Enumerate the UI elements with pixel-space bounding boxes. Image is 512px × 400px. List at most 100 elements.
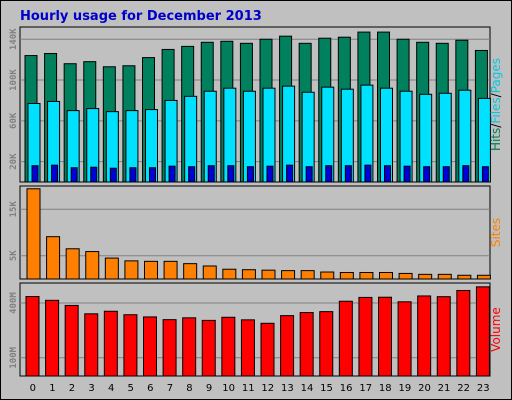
sites-bar: [437, 273, 452, 280]
x-tick-label: 19: [399, 383, 412, 394]
pages-bar: [51, 164, 59, 183]
volume-bar: [338, 300, 353, 377]
pages-bar: [109, 167, 117, 183]
pages-bar: [325, 165, 333, 183]
volume-bar: [378, 296, 392, 377]
y-tick-label: 5K: [9, 250, 19, 261]
x-tick-label: 12: [261, 383, 274, 394]
pages-bar: [207, 165, 215, 183]
x-tick-label: 14: [301, 383, 314, 394]
volume-bar: [123, 314, 138, 377]
x-tick-label: 11: [242, 383, 255, 394]
sites-bar: [379, 271, 393, 280]
sites-bar: [457, 274, 472, 280]
x-tick-label: 6: [147, 383, 153, 394]
y-tick-label: 400M: [9, 292, 19, 314]
pages-bar: [384, 165, 391, 183]
pages-bar: [90, 166, 98, 183]
y-tick-label: 140K: [9, 28, 19, 50]
pages-bar: [168, 165, 176, 183]
volume-bar: [475, 286, 490, 377]
legend-label: Sites: [489, 218, 503, 247]
pages-bar: [227, 165, 235, 183]
sites-bar: [418, 273, 433, 280]
panel-frame: [19, 282, 491, 377]
legend-item: Hits: [489, 128, 503, 151]
sites-bar: [85, 251, 100, 280]
volume-bar: [299, 312, 314, 377]
x-tick-label: 8: [186, 383, 192, 394]
y-tick-label: 100M: [9, 346, 19, 368]
volume-bar: [162, 319, 177, 377]
sites-bar: [222, 268, 237, 280]
sites-bar: [104, 257, 119, 280]
sites-bar: [124, 260, 139, 280]
x-tick-label: 3: [88, 383, 94, 394]
volume-bar: [64, 304, 79, 377]
volume-bar: [436, 296, 451, 377]
legend-item: /: [489, 123, 503, 128]
x-tick-label: 17: [359, 383, 372, 394]
x-tick-label: 1: [49, 383, 55, 394]
volume-bar: [456, 289, 471, 377]
x-tick-label: 5: [128, 383, 134, 394]
legend-item: /: [489, 92, 503, 97]
legend-item: Pages: [489, 58, 503, 93]
x-tick-label: 18: [379, 383, 392, 394]
sites-bar: [476, 274, 491, 280]
sites-bar: [339, 271, 354, 280]
x-tick-label: 16: [340, 383, 353, 394]
pages-bar: [481, 166, 489, 183]
chart-title: Hourly usage for December 2013: [20, 9, 262, 24]
pages-bar: [344, 165, 352, 183]
x-tick-label: 2: [69, 383, 75, 394]
volume-bar: [143, 316, 157, 377]
sites-bar: [144, 260, 158, 280]
legend-item: Volume: [489, 307, 503, 352]
sites-bar: [300, 270, 315, 280]
volume-bar: [221, 316, 236, 377]
volume-bar: [260, 322, 275, 377]
pages-bar: [305, 166, 313, 183]
y-tick-label: 100K: [9, 69, 19, 91]
pages-bar: [129, 167, 137, 183]
legend-item: Sites: [489, 218, 503, 247]
y-tick-label: 60K: [9, 112, 19, 129]
pages-bar: [286, 164, 294, 183]
x-tick-label: 23: [477, 383, 490, 394]
volume-bar: [358, 296, 373, 377]
x-tick-label: 13: [281, 383, 294, 394]
pages-bar: [246, 166, 254, 183]
volume-bar: [201, 319, 216, 377]
panel-volume: 100M 400M Volume: [9, 282, 503, 377]
x-tick-label: 9: [206, 383, 212, 394]
pages-bar: [462, 165, 470, 183]
x-tick-label: 21: [438, 383, 451, 394]
x-tick-label: 20: [418, 383, 431, 394]
x-tick-label: 7: [167, 383, 173, 394]
x-tick-label: 0: [30, 383, 36, 394]
pages-bar: [266, 165, 274, 183]
x-tick-label: 15: [320, 383, 333, 394]
pages-bar: [442, 166, 450, 183]
sites-bar: [65, 248, 80, 280]
y-tick-label: 20K: [9, 153, 19, 170]
volume-bar: [25, 295, 40, 377]
sites-bar: [398, 272, 413, 280]
pages-bar: [149, 167, 156, 183]
pages-bar: [364, 164, 372, 183]
sites-bar: [163, 260, 178, 280]
volume-bar: [280, 315, 295, 377]
sites-bar: [320, 271, 335, 280]
pages-bar: [31, 165, 39, 183]
panel-sites: 5K 15K Sites: [9, 185, 503, 280]
sites-bar: [26, 188, 41, 280]
volume-bar: [182, 317, 197, 377]
volume-bar: [397, 301, 412, 377]
volume-bar: [319, 311, 334, 377]
sites-bar: [202, 265, 217, 280]
volume-bar: [45, 299, 60, 377]
volume-bar: [240, 319, 255, 377]
